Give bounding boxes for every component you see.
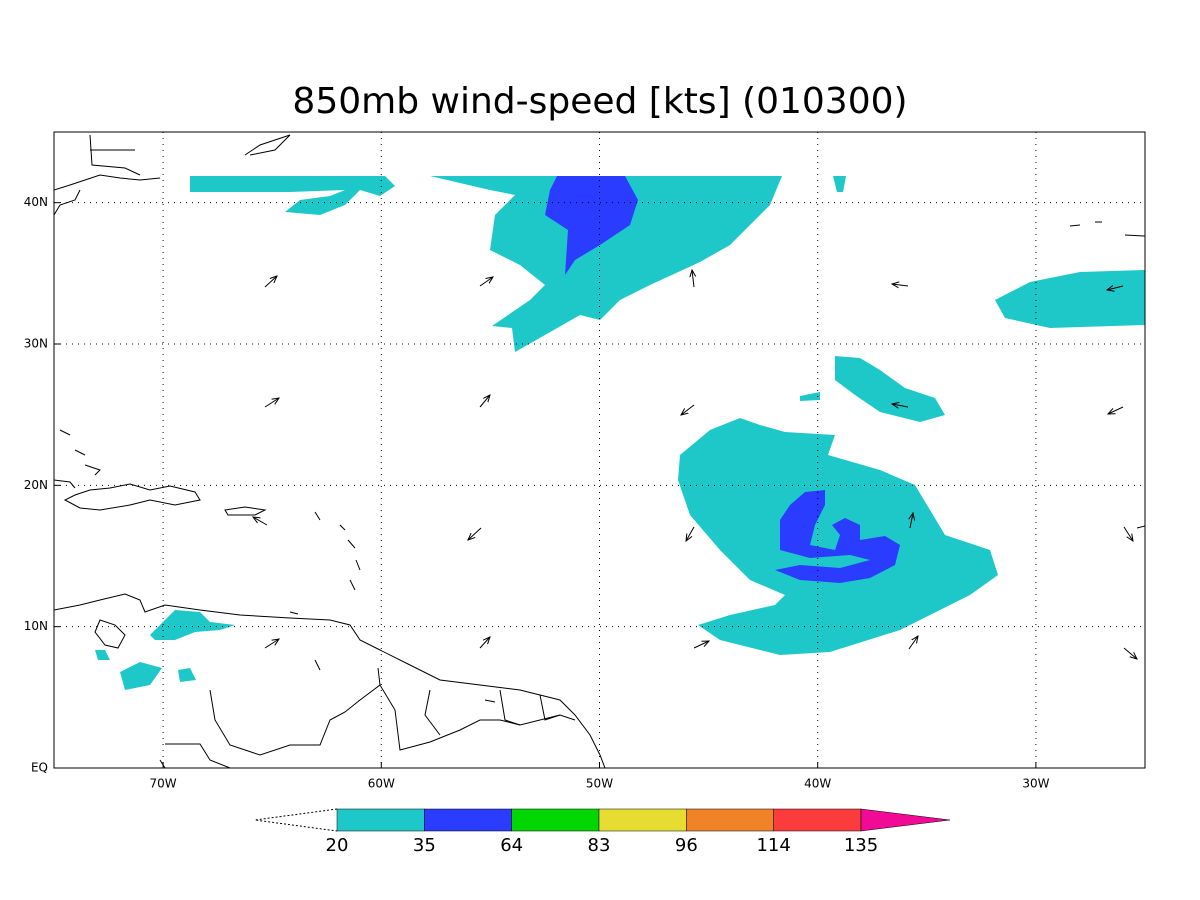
- shade-area: [835, 356, 945, 422]
- axis-labels: 70W 60W 50W 40W 30W EQ 10N 20N 30N 40N: [24, 195, 1050, 790]
- coastlines: [54, 134, 1145, 768]
- x-tick-label: 30W: [1022, 777, 1049, 791]
- colorbar: 20 35 64 83 96 114 135: [254, 808, 951, 856]
- x-tick-label: 70W: [150, 777, 177, 791]
- colorbar-lower-arrow: [254, 808, 338, 832]
- colorbar-label: 83: [588, 835, 611, 856]
- shade-area: [678, 418, 998, 655]
- x-tick-label: 60W: [368, 777, 395, 791]
- grid: [54, 132, 1145, 768]
- colorbar-label: 96: [675, 835, 698, 856]
- shade-area: [775, 490, 900, 583]
- shade-area: [430, 176, 782, 352]
- y-tick-label: 20N: [24, 478, 48, 492]
- colorbar-label: 135: [844, 835, 878, 856]
- shade-area: [833, 176, 846, 192]
- x-tick-label: 50W: [586, 777, 613, 791]
- colorbar-box: [511, 808, 600, 832]
- colorbar-box: [336, 808, 425, 832]
- shaded-35: [95, 176, 1145, 690]
- shaded-64: [545, 176, 900, 583]
- colorbar-box: [686, 808, 774, 832]
- colorbar-box: [424, 808, 512, 832]
- shade-area: [190, 176, 395, 215]
- shade-area: [150, 610, 235, 640]
- colorbar-upper-arrow: [860, 808, 951, 832]
- map-body: [54, 132, 1145, 768]
- wind-vectors: [253, 270, 1137, 659]
- shade-area: [95, 650, 196, 690]
- colorbar-label: 64: [500, 835, 523, 856]
- y-tick-label: EQ: [31, 761, 48, 775]
- y-tick-label: 10N: [24, 619, 48, 633]
- colorbar-label: 114: [756, 835, 790, 856]
- shade-area: [995, 270, 1145, 328]
- y-tick-label: 30N: [24, 337, 48, 351]
- shade-area: [800, 392, 820, 401]
- colorbar-box: [773, 808, 862, 832]
- map-title: 850mb wind-speed [kts] (010300): [292, 81, 907, 122]
- x-tick-label: 40W: [804, 777, 831, 791]
- colorbar-box: [598, 808, 687, 832]
- colorbar-label: 20: [326, 835, 349, 856]
- colorbar-label: 35: [413, 835, 436, 856]
- shade-area: [545, 176, 638, 275]
- y-tick-label: 40N: [24, 195, 48, 209]
